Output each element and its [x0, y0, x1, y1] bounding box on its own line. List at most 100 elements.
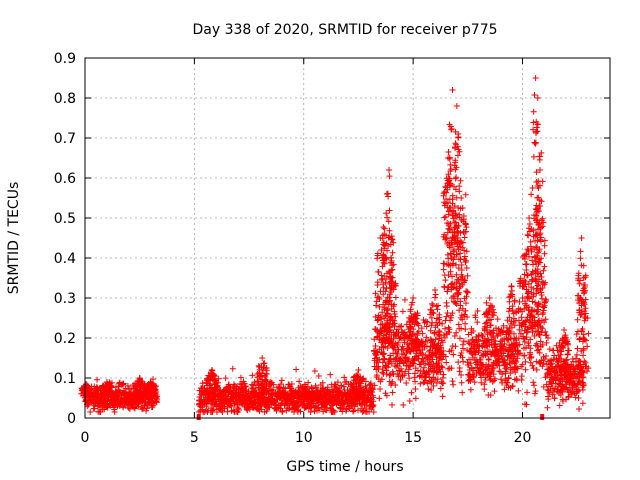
data-point: [456, 364, 463, 371]
data-point: [259, 379, 266, 386]
data-point: [518, 373, 525, 380]
data-point: [483, 350, 490, 357]
data-point: [495, 359, 502, 366]
data-point: [578, 262, 585, 269]
data-point: [210, 406, 217, 413]
data-point: [87, 386, 94, 393]
data-point: [525, 247, 532, 254]
data-point: [407, 328, 414, 335]
data-point: [288, 381, 295, 388]
data-point: [388, 278, 395, 285]
data-point: [577, 294, 584, 301]
data-point: [458, 216, 465, 223]
data-point: [454, 228, 461, 235]
data-point: [440, 371, 447, 378]
data-point: [370, 409, 377, 415]
data-point: [517, 350, 524, 357]
data-point: [529, 313, 536, 320]
data-point: [375, 294, 382, 301]
data-point: [385, 268, 392, 275]
data-point: [270, 381, 277, 388]
data-point: [521, 252, 528, 259]
data-point: [524, 231, 531, 238]
data-point: [386, 313, 393, 320]
data-point: [449, 310, 456, 317]
data-point: [456, 183, 463, 190]
data-point: [412, 346, 419, 353]
data-point: [229, 365, 236, 372]
data-point: [311, 367, 318, 374]
data-point: [539, 341, 546, 348]
data-point: [83, 381, 90, 387]
y-tick-label: 0: [67, 411, 76, 427]
data-point: [263, 370, 270, 377]
data-point: [525, 225, 532, 232]
data-point: [481, 338, 488, 345]
data-point: [399, 343, 406, 350]
data-point: [491, 337, 498, 344]
data-point: [582, 305, 589, 312]
data-point: [297, 408, 304, 415]
data-point: [506, 294, 513, 301]
data-point: [461, 247, 468, 254]
data-point: [536, 203, 543, 210]
data-point: [132, 391, 139, 398]
y-tick-label: 0.7: [54, 131, 76, 147]
data-point: [255, 369, 262, 376]
data-point: [445, 155, 452, 161]
data-point: [429, 349, 436, 356]
data-point: [370, 386, 377, 393]
data-point: [406, 363, 413, 370]
data-point: [530, 379, 537, 386]
data-point: [522, 323, 529, 330]
data-point: [455, 256, 462, 263]
data-point: [440, 266, 447, 273]
data-point: [367, 381, 374, 388]
y-tick-label: 0.1: [54, 371, 76, 387]
data-point: [507, 320, 514, 327]
data-point: [387, 241, 394, 248]
data-point: [527, 238, 534, 245]
data-point: [401, 296, 408, 303]
data-point: [331, 408, 338, 415]
data-point: [260, 384, 267, 391]
data-point: [533, 278, 540, 285]
data-point: [512, 369, 519, 376]
data-point: [515, 317, 522, 324]
data-point: [398, 322, 405, 329]
data-point: [373, 298, 380, 305]
data-point: [538, 198, 545, 205]
data-point: [462, 320, 469, 327]
x-axis-label: GPS time / hours: [286, 459, 403, 475]
data-point: [446, 326, 453, 333]
data-point: [154, 396, 161, 403]
data-point: [453, 271, 460, 278]
data-point: [440, 260, 447, 267]
data-point: [452, 261, 459, 268]
data-point: [531, 139, 538, 146]
data-point: [386, 284, 393, 291]
data-point: [254, 371, 261, 378]
data-point: [464, 289, 471, 296]
data-point: [454, 295, 461, 302]
data-point: [125, 404, 132, 411]
data-point: [565, 393, 572, 400]
data-point: [463, 257, 470, 264]
data-point: [258, 380, 265, 387]
data-point: [433, 380, 440, 387]
data-point: [527, 351, 534, 358]
data-point: [486, 308, 493, 315]
data-point: [484, 343, 491, 350]
data-point: [507, 370, 514, 377]
data-point: [260, 367, 267, 374]
data-point: [380, 281, 387, 288]
data-point: [108, 393, 115, 400]
data-point: [535, 226, 542, 233]
data-point: [546, 346, 553, 353]
data-point: [529, 306, 536, 313]
data-point: [367, 380, 374, 387]
data-point: [447, 268, 454, 275]
data-point: [531, 382, 538, 389]
data-point: [490, 306, 497, 313]
